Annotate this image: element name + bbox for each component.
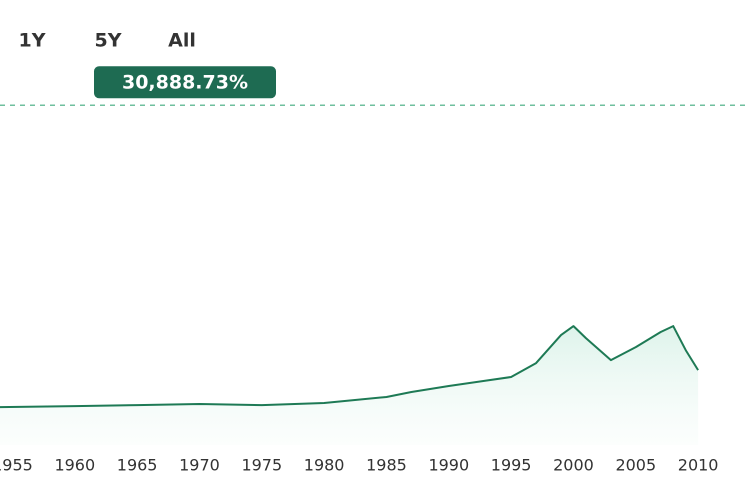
current-value-badge (94, 66, 276, 99)
x-tick-label: 1965 (117, 456, 158, 475)
current-value-label: 30,888.73% (122, 72, 248, 94)
x-tick-label: 1980 (304, 456, 345, 475)
x-tick-label: 1990 (428, 456, 469, 475)
range-button[interactable]: 1Y (19, 30, 46, 52)
x-tick-label: 1970 (179, 456, 220, 475)
area-fill (0, 326, 699, 445)
x-tick-label: 1975 (241, 456, 282, 475)
range-button[interactable]: All (168, 30, 196, 52)
range-button[interactable]: 5Y (95, 30, 122, 52)
x-tick-label: 2005 (615, 456, 656, 475)
x-tick-label: 2000 (553, 456, 594, 475)
x-tick-label: 2010 (678, 456, 719, 475)
price-line (0, 325, 699, 409)
x-tick-label: 1960 (54, 456, 95, 475)
x-tick-label: 1995 (491, 456, 532, 475)
x-tick-label: 1955 (0, 456, 33, 475)
x-tick-label: 1985 (366, 456, 407, 475)
